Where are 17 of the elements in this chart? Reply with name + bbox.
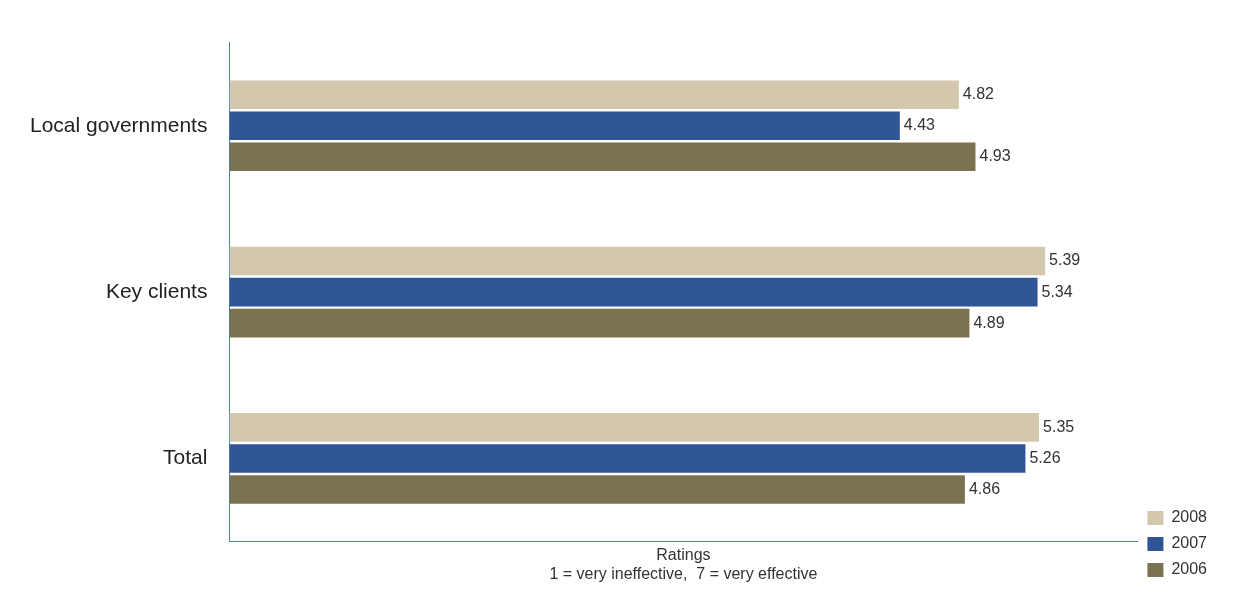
data-label: 5.26 [1029,448,1061,466]
data-label: 4.93 [979,147,1011,165]
y-tick-label: Total [163,445,208,469]
data-label: 5.35 [1043,417,1075,435]
data-label: 4.86 [968,479,1001,497]
data-label: 4.89 [973,313,1005,331]
data-label: 4.43 [903,116,936,134]
legend-label: 2008 [1171,508,1208,526]
text: 1 = very ineffective, 7 = very effective [549,564,818,582]
y-tick-label: Local governments [30,112,208,136]
legend-label: 2006 [1171,560,1208,578]
data-label: 5.34 [1041,282,1073,300]
data-label: 5.39 [1049,251,1081,269]
data-label: 4.82 [962,85,995,103]
x-axis-title: Ratings [656,545,711,563]
y-tick-label: Key clients [105,278,208,302]
legend-label: 2007 [1171,534,1208,552]
